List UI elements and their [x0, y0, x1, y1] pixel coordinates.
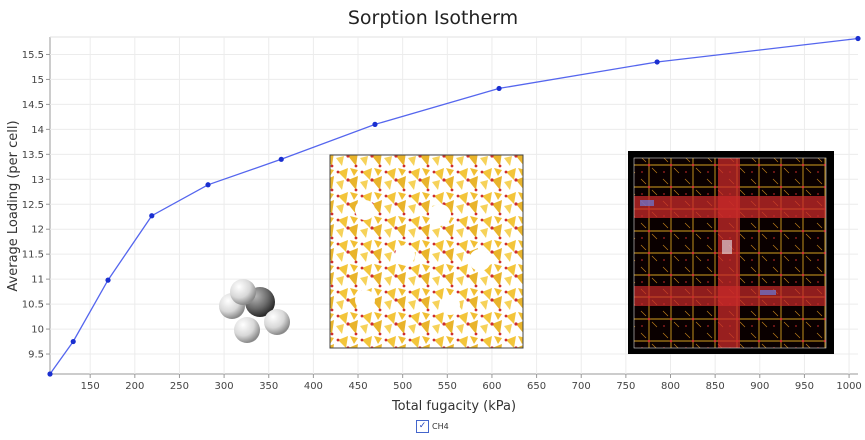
x-tick-label: 850 — [706, 381, 725, 392]
y-tick-label: 10.5 — [22, 300, 44, 311]
data-point — [278, 156, 284, 162]
x-tick-label: 450 — [348, 381, 367, 392]
x-tick-label: 800 — [661, 381, 680, 392]
x-tick-label: 400 — [304, 381, 323, 392]
y-tick-label: 13 — [31, 175, 44, 186]
y-tick-label: 13.5 — [22, 150, 44, 161]
data-point — [47, 371, 53, 377]
ch4-series-checkbox[interactable]: ✓ — [416, 419, 429, 433]
data-point — [496, 85, 502, 92]
ch4-data-points — [47, 35, 861, 377]
chart-title: Sorption Isotherm — [348, 7, 518, 29]
y-tick-label: 11 — [31, 275, 44, 286]
x-tick-labels: 150 200 250 300 350 400 450 500 550 600 650 700 750 8… — [81, 381, 862, 392]
x-tick-label: 300 — [215, 381, 234, 392]
y-tick-labels: 9.5 10 10.5 11 11.5 12 12.5 13 13.5 14 14.5 15 15.5 — [22, 50, 44, 361]
data-point — [70, 338, 76, 345]
zeolite-framework-image — [329, 154, 524, 349]
x-tick-label: 750 — [616, 381, 635, 392]
data-point — [654, 59, 660, 65]
y-axis-label: Average Loading (per cell) — [6, 120, 21, 291]
ch4-legend-label: CH4 — [432, 421, 449, 431]
x-tick-label: 200 — [125, 381, 144, 392]
x-tick-label: 150 — [81, 381, 100, 392]
x-tick-label: 900 — [750, 381, 769, 392]
y-tick-label: 10 — [31, 325, 44, 336]
data-point — [149, 213, 155, 219]
data-point — [855, 35, 861, 42]
y-tick-label: 15.5 — [22, 50, 44, 61]
y-tick-label: 12.5 — [22, 200, 44, 211]
y-tick-label: 14 — [31, 125, 44, 136]
y-tick-label: 9.5 — [28, 350, 44, 361]
x-tick-label: 650 — [527, 381, 546, 392]
y-tick-label: 14.5 — [22, 100, 44, 111]
x-tick-label: 600 — [482, 381, 501, 392]
x-tick-label: 700 — [572, 381, 591, 392]
x-axis-label: Total fugacity (kPa) — [391, 399, 516, 414]
y-tick-label: 11.5 — [22, 250, 44, 261]
x-tick-label: 350 — [259, 381, 278, 392]
data-point — [372, 121, 378, 127]
y-tick-label: 15 — [31, 75, 44, 86]
x-tick-label: 250 — [170, 381, 189, 392]
density-map-image — [628, 151, 834, 354]
ch4-series-line — [49, 37, 859, 375]
x-tick-label: 550 — [438, 381, 457, 392]
chart-legend: ✓ CH4 — [416, 418, 449, 434]
methane-molecule-image — [219, 279, 290, 343]
data-point — [205, 182, 211, 188]
x-tick-label: 950 — [795, 381, 814, 392]
data-point — [105, 277, 111, 283]
x-tick-label: 1000 — [836, 381, 861, 392]
x-tick-label: 500 — [393, 381, 412, 392]
y-tick-label: 12 — [31, 225, 44, 236]
